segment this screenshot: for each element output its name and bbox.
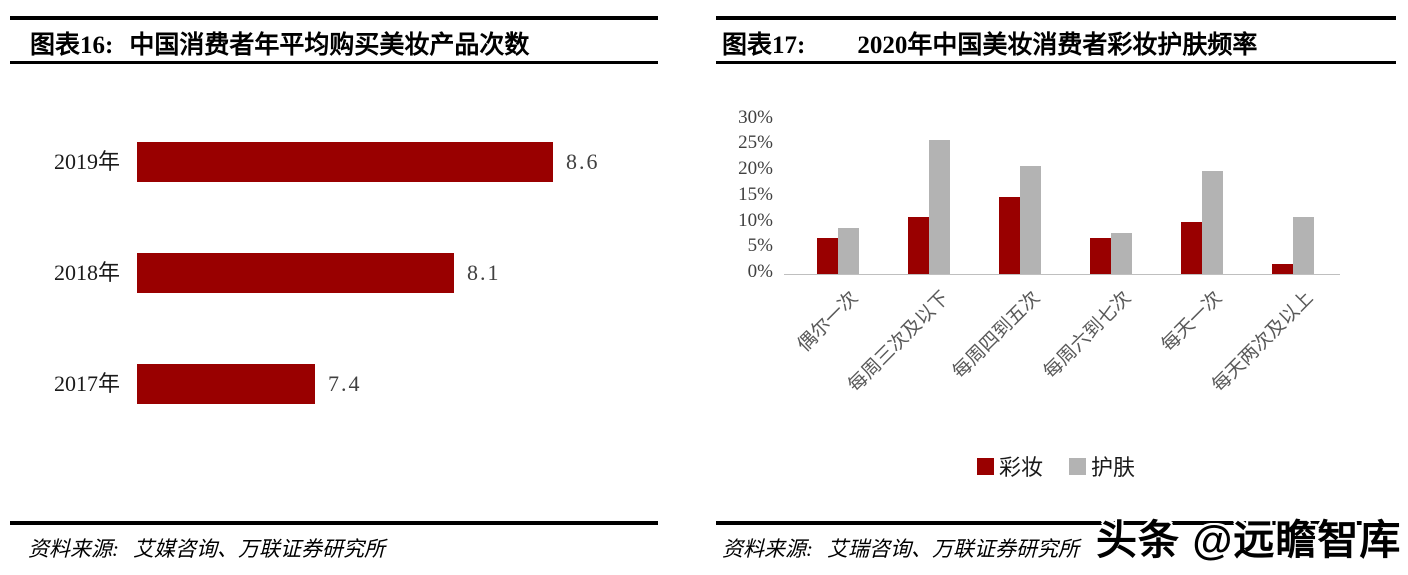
- y-tick-label: 5%: [747, 235, 773, 257]
- fig16-source: 资料来源: 艾媒咨询、万联证券研究所: [28, 533, 385, 563]
- bar-value: 8.6: [566, 149, 600, 174]
- legend-label: 彩妆: [998, 455, 1043, 480]
- fig17-bottom-rule: [716, 521, 1396, 525]
- fig17-label: 图表17:: [722, 32, 806, 59]
- fig17-source-text: 艾瑞咨询、万联证券研究所: [827, 537, 1079, 561]
- fig16-bottom-rule: [10, 521, 658, 525]
- category-label: 2017年: [53, 371, 120, 396]
- y-tick-label: 10%: [738, 209, 773, 231]
- legend-swatch: [976, 457, 994, 475]
- fig16-title-rule: [10, 61, 658, 64]
- x-category-label: 每周六到七次: [1039, 287, 1136, 384]
- bar-value: 7.4: [328, 371, 362, 396]
- fig16-label: 图表16:: [30, 32, 114, 59]
- legend-item-彩妆: 彩妆: [976, 450, 1043, 482]
- x-axis-line: [784, 274, 1340, 275]
- fig17-title-text: 2020年中国美妆消费者彩妆护肤频率: [857, 32, 1258, 59]
- x-category-label: 偶尔一次: [793, 287, 863, 357]
- bar-2019年: [137, 142, 553, 182]
- bar-2017年: [137, 364, 315, 404]
- x-category-label: 每周四到五次: [948, 287, 1045, 384]
- fig16-title: 图表16: 中国消费者年平均购买美妆产品次数: [30, 25, 529, 61]
- fig17-title-rule: [716, 61, 1396, 64]
- fig16-source-label: 资料来源:: [28, 537, 119, 561]
- bar-彩妆-偶尔一次: [817, 238, 838, 274]
- category-label: 2019年: [53, 149, 120, 174]
- bar-护肤-每天两次及以上: [1293, 217, 1314, 274]
- bar-彩妆-每天两次及以上: [1272, 264, 1293, 274]
- fig16-source-text: 艾媒咨询、万联证券研究所: [133, 537, 385, 561]
- bar-护肤-偶尔一次: [838, 228, 859, 274]
- bar-护肤-每周三次及以下: [929, 140, 950, 274]
- category-label: 2018年: [53, 260, 120, 285]
- bar-护肤-每周六到七次: [1111, 233, 1132, 274]
- fig17-legend: 彩妆 护肤: [716, 450, 1396, 482]
- watermark: 头条 @远瞻智库: [1096, 517, 1402, 563]
- fig17-source: 资料来源: 艾瑞咨询、万联证券研究所: [722, 533, 1079, 563]
- fig17-source-label: 资料来源:: [722, 537, 813, 561]
- bar-彩妆-每天一次: [1181, 222, 1202, 274]
- bar-彩妆-每周四到五次: [999, 197, 1020, 274]
- x-category-label: 每天两次及以上: [1208, 287, 1318, 397]
- y-tick-label: 0%: [747, 261, 773, 282]
- legend-item-护肤: 护肤: [1069, 450, 1135, 482]
- y-tick-label: 30%: [738, 106, 773, 128]
- y-tick-label: 20%: [738, 158, 773, 179]
- fig16-top-rule: [10, 16, 658, 20]
- legend-swatch: [1069, 457, 1086, 475]
- fig16-title-text: 中国消费者年平均购买美妆产品次数: [129, 32, 530, 59]
- bar-护肤-每周四到五次: [1020, 166, 1041, 274]
- fig17-title: 图表17: 2020年中国美妆消费者彩妆护肤频率: [722, 25, 1257, 61]
- bar-2018年: [137, 253, 454, 293]
- bar-value: 8.1: [467, 260, 501, 285]
- y-tick-label: 25%: [738, 132, 773, 154]
- y-tick-label: 15%: [738, 183, 773, 205]
- x-category-label: 每周三次及以下: [844, 287, 954, 397]
- bar-护肤-每天一次: [1202, 171, 1223, 274]
- fig17-top-rule: [716, 16, 1396, 20]
- bar-彩妆-每周六到七次: [1090, 238, 1111, 274]
- x-category-label: 每天一次: [1157, 287, 1227, 357]
- bar-彩妆-每周三次及以下: [908, 217, 929, 274]
- legend-label: 护肤: [1091, 455, 1136, 480]
